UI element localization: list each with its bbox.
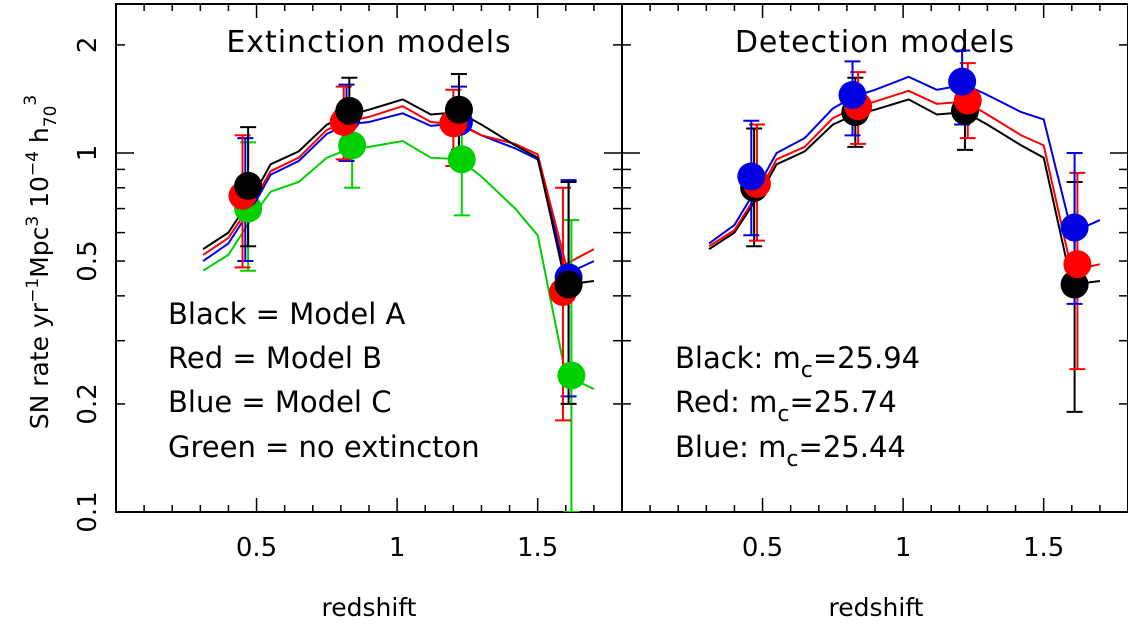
right-panel-detection-models: 0.5 1 1.5 Detection models Black: mc=25.94Re… — [621, 3, 1128, 563]
series-line — [202, 105, 595, 266]
legend-entry: Green = no extincton — [168, 430, 480, 464]
panel-title: Extinction models — [226, 25, 511, 60]
data-point — [444, 95, 473, 124]
y-tick-label: 0.5 — [73, 240, 103, 281]
x-axis-label-left: redshift — [322, 593, 417, 622]
series-line — [708, 98, 1101, 286]
series-line — [708, 89, 1101, 272]
legend-entry: Black = Model A — [168, 297, 405, 331]
data-point — [1063, 250, 1092, 279]
data-point — [948, 67, 977, 96]
x-tick-label: 1 — [389, 533, 406, 563]
y-tick-label: 1 — [73, 145, 103, 162]
legend-entry: Blue = Model C — [168, 385, 391, 419]
left-panel-extinction-models: 0.5 1 1.5 0.1 0.2 0.5 1 2 Extinction models Black… — [73, 3, 623, 563]
legend-entry: Red: mc=25.74 — [675, 385, 897, 427]
series-line — [202, 98, 595, 286]
x-tick-label: 1 — [895, 533, 912, 563]
data-point — [234, 171, 263, 200]
panel-title: Detection models — [735, 25, 1015, 60]
x-tick-label: 1.5 — [1023, 533, 1064, 563]
legend-entry: Blue: mc=25.44 — [675, 430, 906, 472]
x-axis-label-right: redshift — [829, 593, 924, 622]
data-point — [838, 81, 867, 110]
y-tick-label: 2 — [73, 37, 103, 54]
y-tick-label: 0.2 — [73, 383, 103, 424]
x-tick-label: 0.5 — [742, 533, 783, 563]
x-tick-label: 0.5 — [236, 533, 277, 563]
plot-area — [708, 49, 1101, 413]
legend-entry: Black: mc=25.94 — [675, 341, 920, 383]
data-point — [554, 270, 583, 299]
series-line — [708, 75, 1101, 245]
plot-area — [202, 72, 595, 512]
y-tick-label: 0.1 — [73, 491, 103, 532]
data-point — [1060, 213, 1089, 242]
x-tick-label: 1.5 — [517, 533, 558, 563]
data-point — [1060, 270, 1089, 299]
data-point — [447, 145, 476, 174]
series-line — [202, 139, 595, 391]
y-axis-label: SN rate yr−1Mpc3 10−4 h703 — [21, 95, 61, 430]
data-point — [335, 96, 364, 125]
legend-entry: Red = Model B — [168, 341, 382, 375]
series-line — [202, 112, 595, 276]
data-point — [557, 361, 586, 390]
data-point — [737, 162, 766, 191]
data-point — [338, 131, 367, 160]
